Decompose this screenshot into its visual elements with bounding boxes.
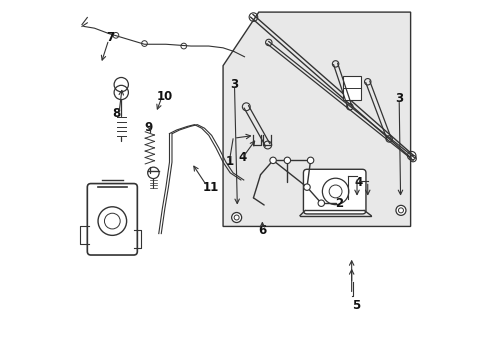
FancyBboxPatch shape <box>303 169 365 214</box>
Circle shape <box>307 157 313 163</box>
Circle shape <box>303 184 309 190</box>
Circle shape <box>269 157 276 163</box>
Text: 4: 4 <box>354 176 362 189</box>
Text: 10: 10 <box>157 90 173 103</box>
Text: 8: 8 <box>112 107 121 120</box>
Circle shape <box>284 157 290 163</box>
Polygon shape <box>223 12 410 226</box>
Text: 11: 11 <box>202 181 218 194</box>
Circle shape <box>317 200 324 206</box>
Text: 2: 2 <box>335 197 343 210</box>
Text: 3: 3 <box>230 78 238 91</box>
Text: 1: 1 <box>225 154 233 167</box>
Text: 3: 3 <box>394 92 403 105</box>
Text: 7: 7 <box>106 31 114 44</box>
Text: 9: 9 <box>144 121 152 134</box>
Circle shape <box>395 205 405 215</box>
Circle shape <box>231 212 241 222</box>
Text: 4: 4 <box>238 151 246 165</box>
Text: 6: 6 <box>258 224 266 237</box>
FancyBboxPatch shape <box>87 184 137 255</box>
Bar <box>342 76 361 100</box>
Text: 5: 5 <box>351 299 359 312</box>
